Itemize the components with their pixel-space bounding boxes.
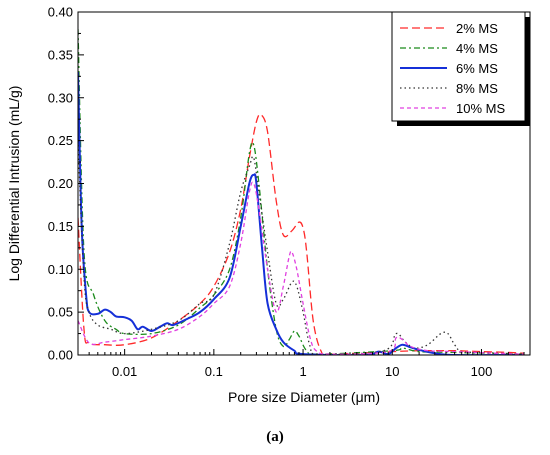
- legend-label: 8% MS: [456, 81, 498, 96]
- y-tick-label: 0.35: [48, 47, 73, 62]
- y-tick-label: 0.20: [48, 176, 73, 191]
- y-tick-label: 0.10: [48, 262, 73, 277]
- series-line-5: [78, 181, 525, 355]
- x-tick-label: 0.1: [205, 364, 223, 379]
- y-tick-label: 0.15: [48, 219, 73, 234]
- y-tick-label: 0.00: [48, 348, 73, 363]
- x-tick-label: 10: [385, 364, 399, 379]
- legend-label: 10% MS: [456, 101, 505, 116]
- legend-label: 4% MS: [456, 41, 498, 56]
- x-axis: 0.01 0.1 1 10 100: [77, 349, 525, 379]
- x-tick-label: 0.01: [112, 364, 137, 379]
- y-tick-label: 0.40: [48, 5, 73, 20]
- x-tick-label: 1: [299, 364, 306, 379]
- legend: 2% MS 4% MS 6% MS 8% MS 10% MS: [391, 11, 530, 126]
- y-axis-title: Log Differential Intrusion (mL/g): [6, 86, 22, 282]
- series-line-2: [78, 29, 525, 355]
- legend-box: [391, 11, 526, 122]
- legend-label: 2% MS: [456, 21, 498, 36]
- series-line-1: [78, 113, 525, 355]
- y-tick-label: 0.30: [48, 90, 73, 105]
- y-tick-label: 0.25: [48, 133, 73, 148]
- y-tick-label: 0.05: [48, 305, 73, 320]
- x-tick-label: 100: [471, 364, 493, 379]
- figure-caption: (a): [266, 429, 284, 445]
- series-line-4: [78, 140, 525, 355]
- y-axis: 0.00 0.05 0.10 0.15 0.20 0.25 0.30 0.35 0.40: [48, 5, 84, 363]
- legend-label: 6% MS: [456, 61, 498, 76]
- x-axis-title: Pore size Diameter (μm): [228, 389, 380, 405]
